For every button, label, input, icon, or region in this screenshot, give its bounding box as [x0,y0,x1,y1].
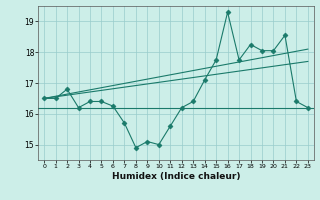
X-axis label: Humidex (Indice chaleur): Humidex (Indice chaleur) [112,172,240,181]
